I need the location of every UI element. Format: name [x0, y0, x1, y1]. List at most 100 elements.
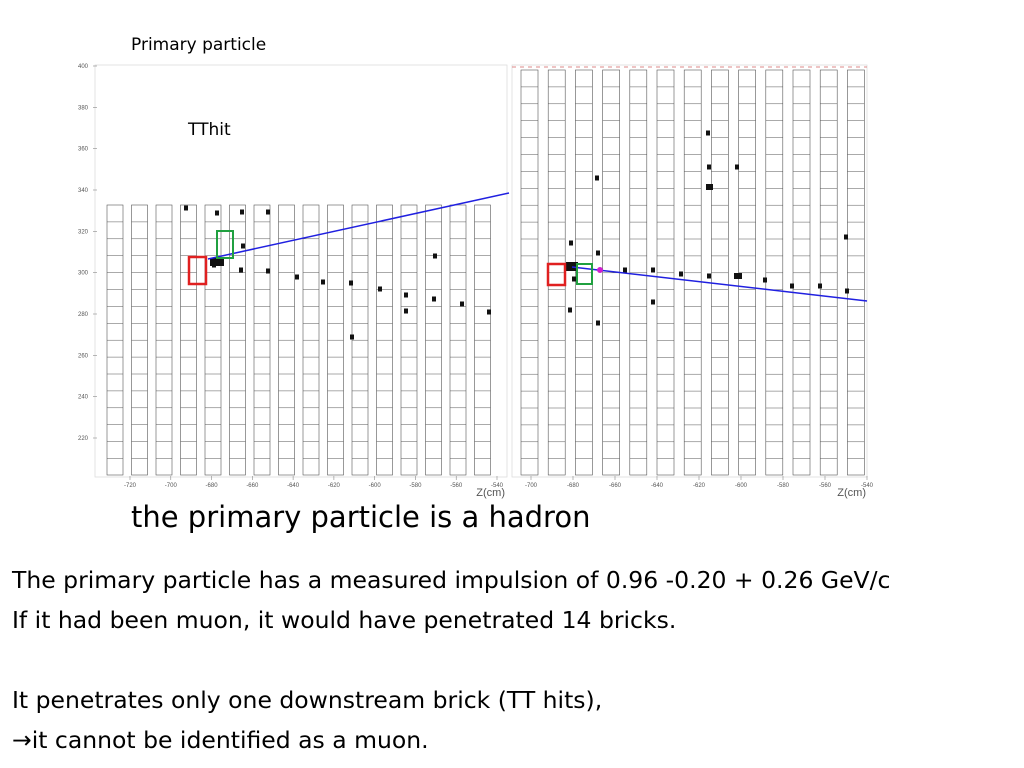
hit-mark — [568, 307, 572, 313]
hit-mark — [215, 210, 219, 216]
hit-mark — [433, 253, 437, 259]
brick-column — [819, 69, 838, 476]
hit-mark — [818, 283, 822, 289]
x-tick-label: -600 — [369, 483, 382, 489]
brick-column — [711, 69, 729, 476]
arrow-icon: → — [12, 726, 32, 754]
brick-column — [792, 69, 811, 476]
x-tick-label: -700 — [525, 483, 538, 489]
hit-mark — [651, 267, 655, 273]
body-line-5-text: it cannot be identified as a muon. — [31, 726, 429, 754]
x-tick-label: -580 — [409, 483, 422, 489]
x-tick-label: -620 — [328, 483, 341, 489]
hit-mark — [596, 320, 600, 326]
hit-mark — [679, 271, 683, 277]
hit-mark — [595, 175, 599, 181]
tthit-label: TThit — [188, 120, 231, 140]
body-line-1: The primary particle has a measured impu… — [12, 566, 891, 594]
y-tick-label: 380 — [78, 105, 89, 111]
hit-mark — [790, 283, 794, 289]
y-tick-label: 340 — [78, 188, 89, 194]
x-tick-label: -720 — [124, 483, 137, 489]
hit-mark — [295, 274, 299, 280]
x-tick-label: -640 — [651, 483, 664, 489]
hit-mark — [844, 234, 848, 240]
hit-mark — [569, 240, 573, 246]
y-tick-label: 220 — [78, 436, 89, 442]
body-line-4: It penetrates only one downstream brick … — [12, 686, 603, 714]
brick-column — [629, 69, 648, 476]
x-tick-label: -620 — [693, 483, 706, 489]
hit-mark — [596, 250, 600, 256]
tt-hit-box — [576, 263, 593, 285]
x-tick-label: -540 — [861, 483, 874, 489]
brick-column — [683, 69, 702, 476]
slide-body: The primary particle has a measured impu… — [12, 560, 890, 760]
brick-column — [520, 69, 539, 476]
x-axis-label: Z(cm) — [837, 487, 866, 499]
hit-mark — [487, 309, 491, 315]
x-tick-label: -560 — [450, 483, 463, 489]
hit-mark — [763, 277, 767, 283]
hit-cluster — [706, 184, 713, 190]
hit-mark — [735, 164, 739, 170]
hit-mark — [706, 130, 710, 136]
body-line-5: →it cannot be identified as a muon. — [12, 720, 890, 760]
x-axis-label: Z(cm) — [476, 487, 505, 499]
x-tick-label: -560 — [819, 483, 832, 489]
hit-mark — [432, 296, 436, 302]
hit-mark — [572, 276, 576, 282]
y-tick-label: 280 — [78, 312, 89, 318]
track-line — [571, 266, 868, 302]
vertex-cluster — [566, 262, 578, 271]
track-line — [207, 192, 510, 260]
hit-cluster — [734, 273, 742, 279]
hit-mark — [241, 243, 245, 249]
x-tick-label: -700 — [165, 483, 178, 489]
vertex-cluster — [210, 258, 224, 266]
y-tick-label: 240 — [78, 395, 89, 401]
hit-mark — [707, 164, 711, 170]
left-event-display: 400 380 360 340 320 300 280 260 240 220 -720 -700 -6… — [78, 64, 510, 499]
hit-mark — [404, 292, 408, 298]
hit-mark — [651, 299, 655, 305]
hit-mark — [240, 209, 244, 215]
event-display-panels: 400 380 360 340 320 300 280 260 240 220 -720 -700 -6… — [78, 64, 874, 499]
y-tick-label: 300 — [78, 271, 89, 277]
hit-mark — [845, 288, 849, 294]
hit-mark — [349, 280, 353, 286]
hit-mark — [350, 334, 354, 340]
track-marker — [597, 267, 603, 273]
left-plot-frame — [94, 64, 508, 478]
hit-mark — [266, 268, 270, 274]
y-tick-label: 260 — [78, 353, 89, 359]
hit-mark — [404, 308, 408, 314]
y-tick-label: 320 — [78, 229, 89, 235]
x-tick-label: -580 — [777, 483, 790, 489]
x-tick-label: -680 — [567, 483, 580, 489]
brick-column — [847, 69, 865, 476]
primary-vertex-box — [546, 262, 567, 287]
primary-vertex-box — [187, 255, 208, 286]
body-line-3 — [12, 640, 890, 680]
body-line-2: If it had been muon, it would have penet… — [12, 606, 677, 634]
y-tick-label: 400 — [78, 64, 89, 70]
y-tick-label: 360 — [78, 147, 89, 153]
hit-mark — [378, 286, 382, 292]
hit-mark — [707, 273, 711, 279]
hit-mark — [321, 279, 325, 285]
x-tick-label: -540 — [491, 483, 504, 489]
x-tick-label: -680 — [206, 483, 219, 489]
tt-hit-box — [216, 230, 234, 259]
hit-mark — [239, 267, 243, 273]
brick-column — [656, 69, 675, 476]
hit-mark — [184, 205, 188, 211]
primary-particle-label: Primary particle — [131, 35, 267, 55]
x-tick-label: -600 — [735, 483, 748, 489]
brick-column — [738, 69, 756, 476]
hit-mark — [460, 301, 464, 307]
x-tick-label: -660 — [609, 483, 622, 489]
x-tick-label: -640 — [287, 483, 300, 489]
slide-heading: the primary particle is a hadron — [131, 500, 591, 534]
hit-mark — [623, 267, 627, 273]
